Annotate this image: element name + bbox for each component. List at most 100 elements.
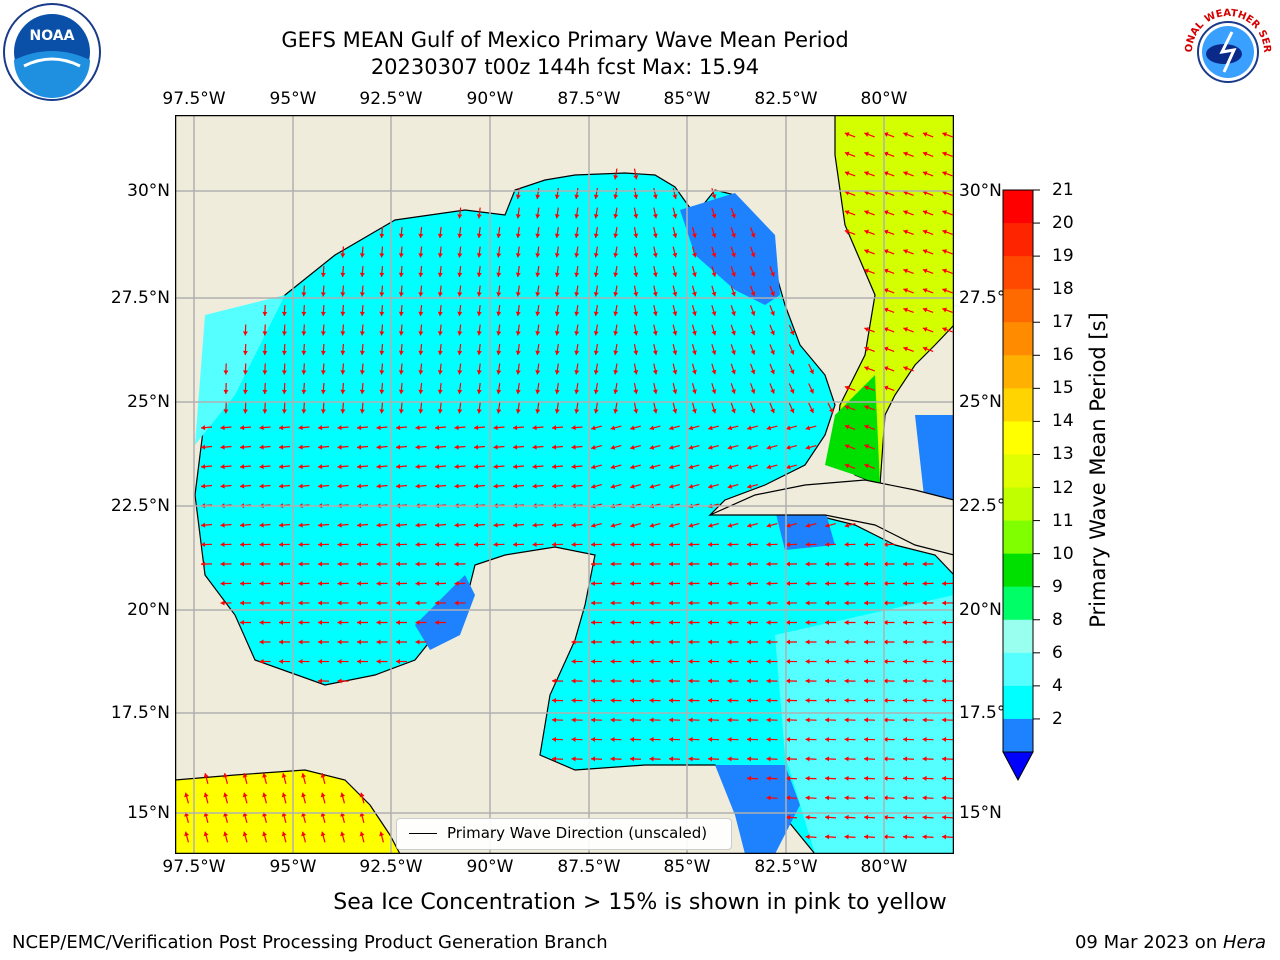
wave-arrow-head [571, 736, 576, 742]
wave-arrow-head [864, 366, 869, 371]
wave-arrow-head [669, 697, 674, 703]
colorbar-segment [1003, 520, 1033, 555]
wave-arrow-head [691, 369, 697, 375]
wave-arrow-head [396, 658, 401, 664]
wave-arrow-head [476, 370, 482, 375]
wave-arrow-head [532, 425, 537, 431]
wave-arrow-head [903, 190, 908, 196]
wave-arrow-head [359, 292, 365, 297]
legend-label: Primary Wave Direction (unscaled) [447, 824, 708, 842]
wave-arrow-head [708, 639, 713, 645]
wave-arrow-head [457, 389, 463, 394]
lon-tick-top: 87.5°W [557, 89, 621, 109]
wave-arrow-head [649, 756, 654, 762]
wave-arrow-head [398, 272, 404, 277]
wave-arrow-head [633, 331, 639, 336]
wave-arrow-head [318, 425, 323, 431]
wave-arrow-head [337, 444, 342, 450]
wave-arrow-head [496, 389, 502, 394]
wave-arrow-head [903, 620, 908, 626]
chart-title: GEFS MEAN Gulf of Mexico Primary Wave Me… [281, 28, 849, 52]
wave-arrow-head [184, 792, 190, 798]
wave-arrow-head [301, 370, 307, 375]
wave-arrow-head [766, 542, 771, 548]
wave-arrow-head [281, 773, 287, 778]
wave-arrow-head [922, 795, 927, 801]
wave-arrow-head [942, 834, 947, 840]
map-gridlines [175, 115, 954, 854]
wave-arrow-head [396, 522, 401, 528]
wave-arrow-head [554, 194, 560, 199]
wave-arrow-head [593, 272, 599, 277]
wave-arrow-head [337, 600, 342, 606]
wave-arrow-head [786, 600, 791, 606]
wave-arrow-head [708, 658, 713, 664]
wave-arrow-head [259, 542, 264, 548]
wave-arrow-head [747, 522, 752, 528]
wave-arrow-head [727, 425, 733, 431]
wave-arrow-head [750, 272, 756, 277]
wave-arrow-head [281, 409, 287, 414]
wave-arrow-head [844, 581, 849, 587]
wave-arrow-head [903, 346, 908, 352]
wave-arrow-head [864, 542, 869, 548]
colorbar-tick-label: 15 [1052, 378, 1074, 399]
cuba-island [709, 479, 954, 556]
wave-arrow-head [318, 581, 323, 587]
wave-arrow-head [786, 522, 791, 528]
wave-arrow-head [708, 542, 713, 548]
wave-arrow-head [337, 620, 342, 626]
wave-arrow-head [942, 775, 947, 781]
wave-arrow-head [652, 291, 658, 297]
wave-arrow-head [337, 678, 342, 684]
wave-arrow-head [415, 542, 420, 548]
wave-arrow-head [633, 214, 639, 219]
wave-arrow-head [825, 658, 830, 664]
wave-arrow-head [220, 522, 225, 528]
wave-arrow-head [418, 272, 424, 277]
wave-arrow-head [750, 389, 756, 394]
wave-arrow-head [633, 194, 639, 199]
wave-arrow-head [903, 229, 908, 235]
wave-arrow-head [922, 775, 927, 781]
wave-arrow-head [770, 349, 775, 355]
wave-arrow-head [942, 717, 947, 723]
wave-arrow-head [201, 444, 206, 450]
wave-arrow-head [340, 350, 346, 355]
wave-arrow-head [474, 542, 479, 548]
wave-arrow-head [359, 792, 365, 798]
wave-arrow-head [864, 658, 869, 664]
wave-arrow-head [688, 444, 694, 450]
wave-arrow-head [610, 736, 615, 742]
wave-arrow-head [922, 834, 927, 840]
footer-date-text: 09 Mar 2023 on [1074, 932, 1223, 953]
wave-arrow-head [672, 408, 678, 414]
wave-arrow-head [864, 132, 869, 137]
wave-arrow-head [610, 483, 616, 489]
wave-arrow-head [922, 620, 927, 626]
wave-arrow-head [903, 210, 908, 215]
wave-arrow-head [437, 311, 443, 316]
wave-arrow-head [864, 620, 869, 626]
wave-arrow-head [708, 717, 713, 723]
wave-arrow-head [396, 425, 401, 431]
wave-arrow-head [942, 190, 947, 196]
wave-arrow-head [633, 311, 639, 316]
wave-arrow-head [535, 370, 541, 375]
wave-arrow-head [613, 253, 619, 258]
shelf-yucatan [775, 510, 835, 550]
wave-arrow-head [610, 756, 615, 762]
wave-arrow-head [515, 350, 521, 355]
wave-arrow-head [259, 522, 264, 528]
wave-arrow-head [750, 408, 756, 414]
wave-arrow-head [727, 542, 732, 548]
wave-arrow-head [259, 483, 264, 489]
wave-arrow-head [844, 658, 849, 664]
wave-arrow-head [669, 483, 674, 489]
wave-arrow-head [903, 814, 908, 820]
wave-arrow-head [359, 331, 365, 336]
wave-arrow-head [786, 814, 791, 820]
wave-arrow-head [747, 425, 752, 431]
wave-arrow-head [415, 639, 420, 645]
wave-arrow-head [731, 408, 736, 414]
